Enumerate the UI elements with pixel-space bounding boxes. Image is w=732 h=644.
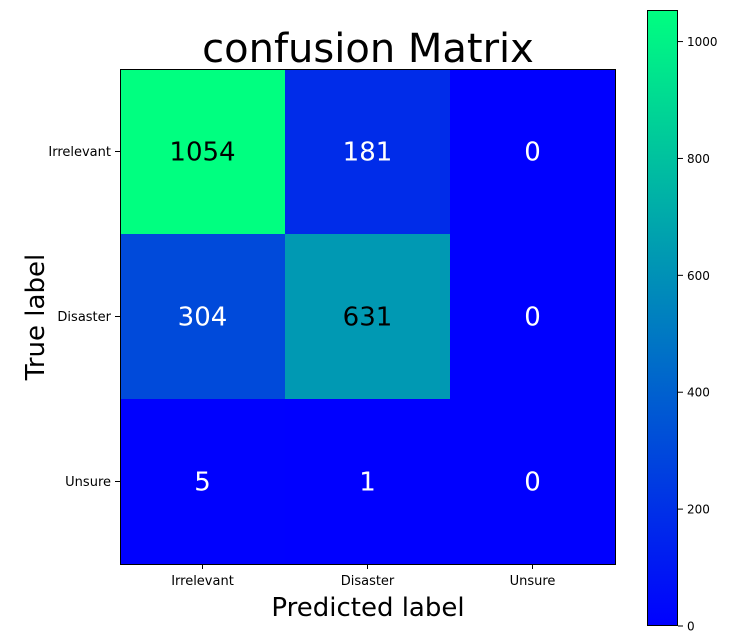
colorbar-tick-label: 400: [687, 386, 710, 400]
y-tick-label: Disaster: [57, 310, 111, 325]
colorbar-ticks: 0 200 400 600 800 1000: [678, 35, 718, 634]
cell-value-label: 304: [178, 303, 228, 333]
x-axis-ticks: Irrelevant Disaster Unsure: [171, 564, 555, 589]
cell-value-label: 5: [194, 468, 211, 498]
heatmap-cell: [450, 234, 616, 400]
heatmap-cell: [285, 399, 451, 565]
y-tick-label: Unsure: [65, 475, 111, 490]
colorbar-tick-label: 600: [687, 269, 710, 283]
heatmap-cell: [120, 234, 286, 400]
colorbar-tick-label: 200: [687, 503, 710, 517]
x-tick-label: Irrelevant: [171, 574, 234, 589]
y-axis-title: True label: [21, 254, 51, 381]
colorbar-tick-label: 0: [687, 620, 695, 634]
cell-value-label: 0: [524, 303, 541, 333]
heatmap-cell: [120, 399, 286, 565]
colorbar-tick-label: 1000: [687, 35, 718, 49]
cell-value-label: 1054: [169, 138, 235, 168]
colorbar-tick-label: 800: [687, 152, 710, 166]
heatmap-cell: [285, 234, 451, 400]
cell-value-label: 181: [343, 138, 393, 168]
x-axis-title: Predicted label: [271, 593, 464, 623]
heatmap-cell: [450, 69, 616, 235]
x-tick-label: Disaster: [341, 574, 395, 589]
cell-value-label: 1: [359, 468, 376, 498]
x-tick-label: Unsure: [510, 574, 556, 589]
chart-title: confusion Matrix: [202, 26, 534, 72]
y-axis-ticks: Irrelevant Disaster Unsure: [48, 145, 120, 490]
heatmap-cell: [450, 399, 616, 565]
colorbar: [647, 10, 678, 626]
y-tick-label: Irrelevant: [48, 145, 111, 160]
heatmap-cell: [120, 69, 286, 235]
cell-value-label: 631: [343, 303, 393, 333]
cell-value-label: 0: [524, 138, 541, 168]
colorbar-frame: [647, 10, 678, 626]
cell-value-label: 0: [524, 468, 541, 498]
heatmap-cell: [285, 69, 451, 235]
